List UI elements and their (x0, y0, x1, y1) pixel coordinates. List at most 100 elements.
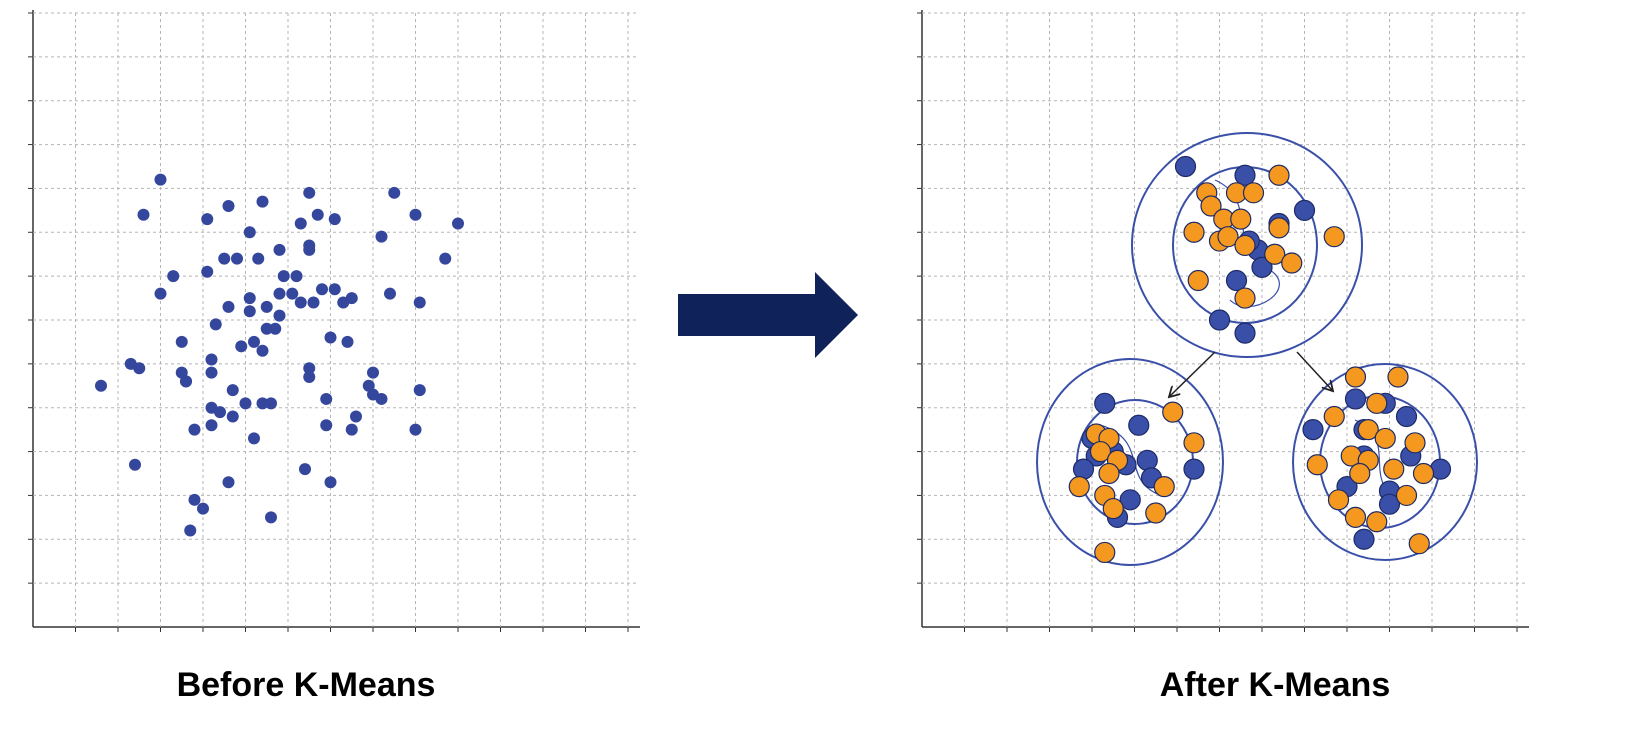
data-point (1395, 484, 1418, 507)
axes (28, 10, 640, 632)
data-point (1349, 462, 1371, 485)
data-point (1293, 199, 1316, 221)
data-point (409, 423, 422, 436)
data-point (1323, 405, 1345, 428)
data-point (1344, 506, 1367, 528)
data-point (303, 362, 316, 375)
data-point (205, 353, 218, 366)
data-point (188, 493, 201, 506)
data-point (409, 208, 422, 221)
data-point (303, 371, 316, 384)
data-point (1187, 269, 1209, 292)
data-point (1162, 401, 1184, 423)
data-point (260, 300, 273, 313)
data-point (320, 419, 333, 432)
data-point (1357, 419, 1379, 441)
data-point (328, 283, 341, 296)
data-point (243, 292, 256, 305)
data-point (413, 296, 426, 309)
data-point (1145, 502, 1167, 524)
data-point (1119, 489, 1141, 511)
data-point (248, 335, 260, 348)
data-point (197, 502, 209, 515)
after-panel (917, 10, 1529, 632)
data-point (226, 384, 239, 397)
data-point (299, 463, 311, 476)
data-point (413, 384, 426, 397)
data-point (303, 243, 316, 256)
data-point (265, 397, 277, 410)
split-arrow (1296, 351, 1332, 390)
data-point (95, 379, 107, 392)
data-point (1102, 497, 1124, 520)
data-point (1387, 366, 1409, 388)
data-point (1217, 226, 1239, 248)
data-point (222, 476, 235, 489)
data-point (367, 366, 379, 379)
data-point (311, 208, 324, 221)
data-point (1374, 427, 1396, 450)
data-point (1366, 511, 1388, 533)
data-point (1306, 454, 1328, 476)
data-point (273, 243, 286, 256)
data-point (350, 410, 362, 423)
data-point (222, 300, 235, 313)
data-point (1089, 440, 1112, 463)
data-point (1404, 432, 1426, 454)
data-point (154, 287, 167, 300)
data-point (345, 423, 358, 436)
data-point (303, 186, 316, 199)
data-point (226, 410, 239, 423)
transition-arrow (678, 272, 858, 358)
axes (917, 10, 1529, 632)
data-point (1251, 256, 1273, 278)
data-point (1234, 322, 1256, 344)
data-point (154, 173, 167, 186)
data-point (1098, 462, 1120, 485)
data-point (239, 397, 252, 410)
data-point (1268, 164, 1290, 186)
data-point (222, 199, 235, 212)
data-point (256, 397, 269, 410)
data-point (269, 322, 282, 335)
data-point (209, 318, 222, 331)
data-point (324, 331, 337, 344)
data-point (375, 230, 388, 243)
data-point (235, 340, 248, 353)
data-point (167, 270, 180, 283)
data-point (273, 287, 286, 300)
panel-title: Before K-Means (177, 666, 436, 704)
data-point (320, 392, 333, 405)
data-point (1208, 309, 1231, 331)
data-point (439, 252, 452, 265)
data-point (316, 283, 328, 296)
data-point (1072, 458, 1095, 480)
data-point (1225, 269, 1248, 292)
data-point (1183, 221, 1205, 243)
data-point (290, 270, 303, 283)
data-point (218, 252, 231, 265)
panel-title: After K-Means (1160, 666, 1390, 704)
data-point (1344, 366, 1367, 388)
data-point (205, 366, 218, 379)
data-point (384, 287, 396, 300)
data-point (1383, 458, 1405, 480)
data-point (1183, 458, 1205, 480)
data-point (129, 458, 141, 471)
data-point (1183, 432, 1205, 454)
data-point (256, 195, 269, 208)
data-point (248, 432, 260, 445)
data-point (1268, 217, 1290, 239)
data-point (1094, 392, 1116, 414)
data-point (375, 392, 388, 405)
data-point (1281, 252, 1303, 274)
data-point (294, 296, 307, 309)
data-point (1234, 164, 1256, 186)
data-point (1094, 541, 1116, 564)
data-point (1153, 476, 1175, 498)
data-point (388, 186, 401, 199)
split-arrow (1170, 351, 1216, 396)
data-point (341, 335, 354, 348)
data-point (1412, 462, 1435, 485)
